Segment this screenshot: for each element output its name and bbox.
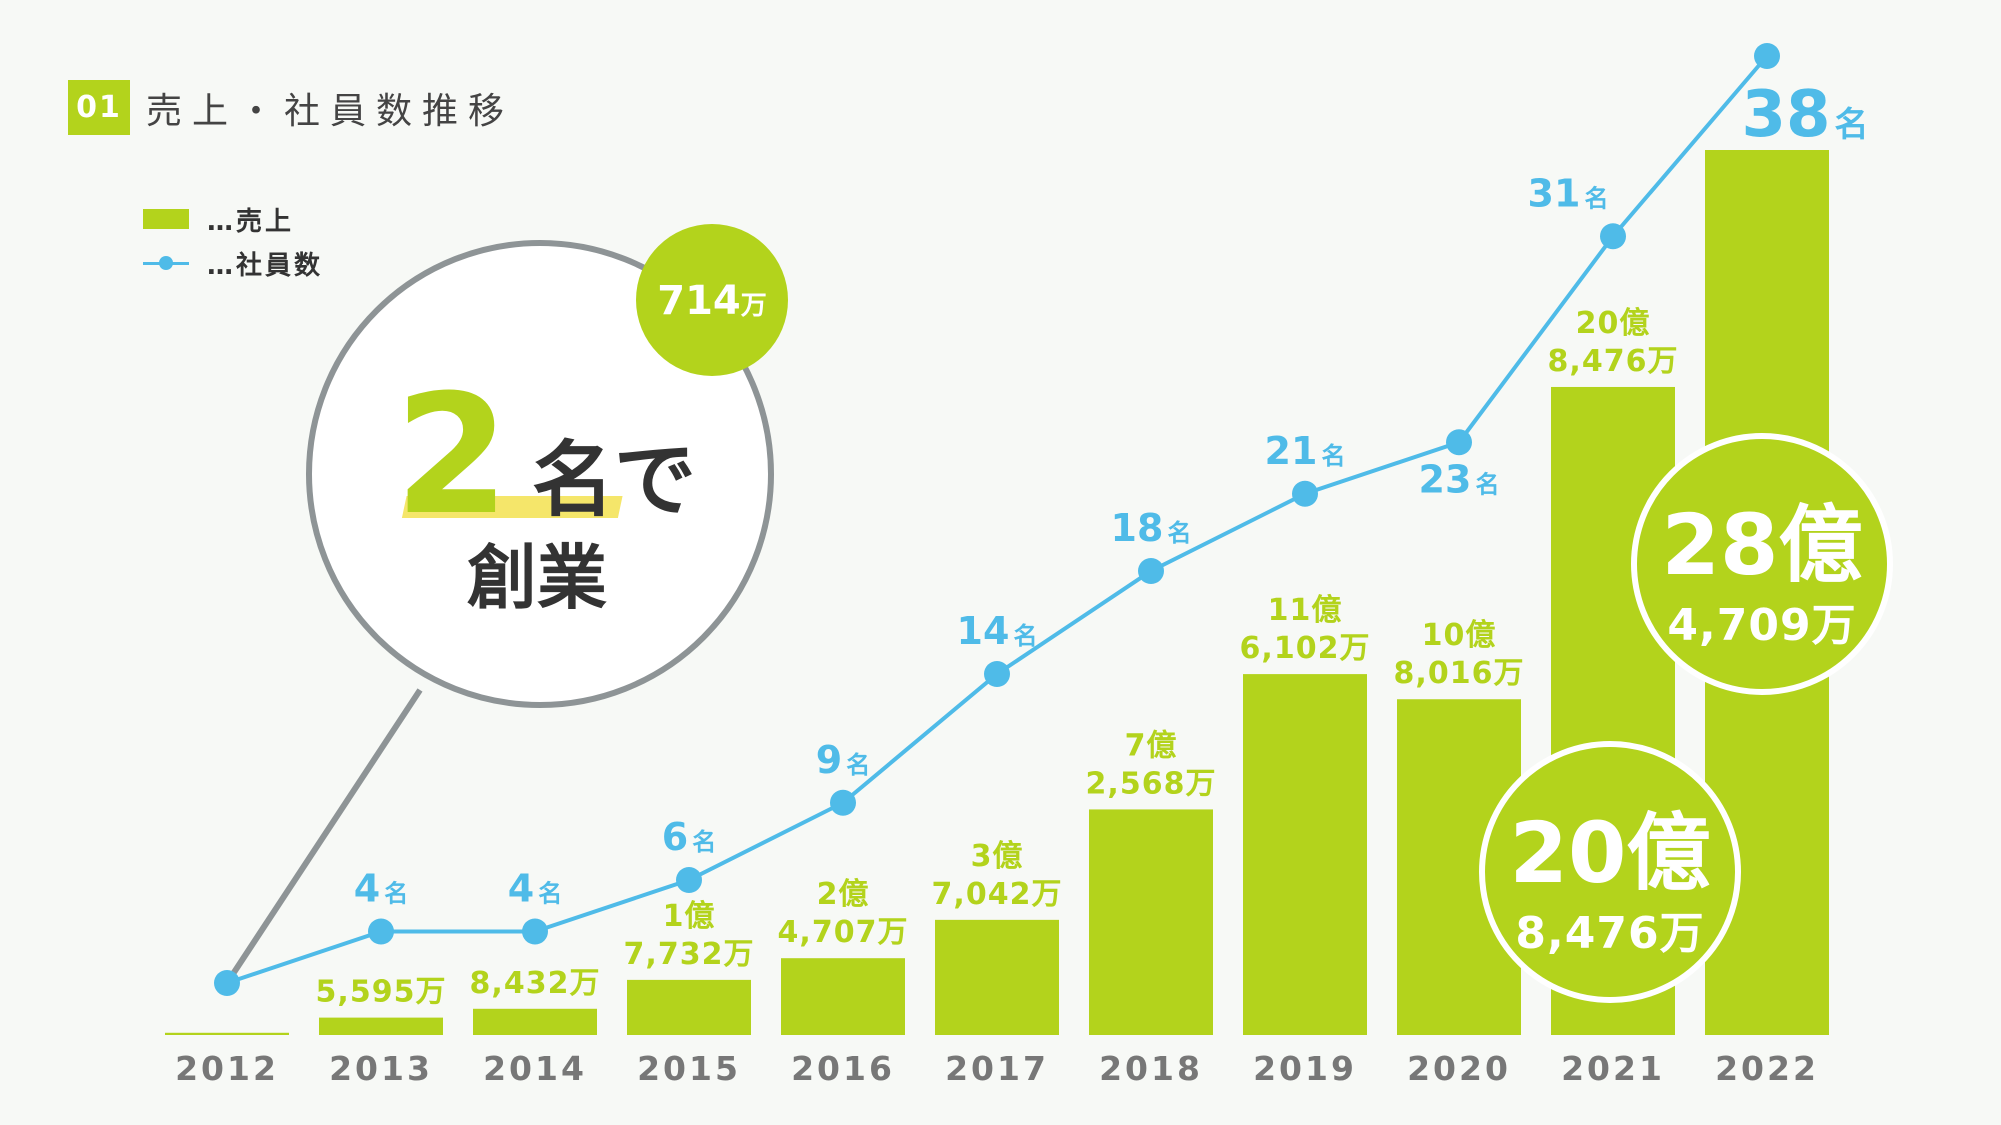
employee-point-2012: [214, 970, 240, 996]
callout-count-suffix: 名で: [532, 433, 696, 528]
sales-label-2015-0: 1億: [663, 899, 716, 934]
employee-label-2022: 38 名: [1741, 78, 1868, 152]
badge-value: 714: [657, 278, 741, 324]
callout-circle: [306, 240, 774, 708]
employee-point-2022: [1754, 43, 1780, 69]
highlight-big-2022: 28億: [1662, 496, 1863, 594]
year-label-2022: 2022: [1715, 1049, 1819, 1088]
employee-point-2020: [1446, 429, 1472, 456]
employee-labels: 4 名 4 名 6 名 9 名 14 名 18 名 21 名 23 名 31 名 38 名: [354, 78, 1869, 911]
sales-bar-2015: [627, 979, 751, 1035]
sales-label-2015-1: 7,732万: [624, 937, 755, 972]
highlight-big-2021: 20億: [1510, 804, 1711, 902]
legend-sales: …売上: [143, 197, 323, 241]
highlight-small-2022: 4,709万: [1667, 600, 1856, 651]
callout-pointer: [224, 688, 423, 985]
year-label-2013: 2013: [329, 1049, 433, 1088]
sales-label-2018-0: 7億: [1125, 728, 1178, 763]
sales-bar-2016: [781, 958, 905, 1035]
sales-label-2018-1: 2,568万: [1086, 766, 1217, 801]
sales-label-2013-0: 5,595万: [316, 975, 447, 1010]
employee-label-2020: 23 名: [1419, 457, 1500, 501]
year-label-2015: 2015: [637, 1049, 741, 1088]
sales-label-2020-1: 8,016万: [1394, 656, 1525, 691]
year-label-2017: 2017: [945, 1049, 1049, 1088]
sales-label-2016-1: 4,707万: [778, 915, 909, 950]
year-axis-labels: 2012 2013 2014 2015 2016 2017 2018 2019 2020 2021…: [175, 1049, 1819, 1088]
sales-label-2021-1: 8,476万: [1548, 344, 1679, 379]
section-header: 01 売上・社員数推移: [68, 80, 514, 135]
legend-line-swatch: [143, 253, 189, 273]
highlight-small-2021: 8,476万: [1515, 908, 1704, 959]
callout-count: 2: [395, 359, 510, 551]
legend-employees-label: …社員数: [207, 250, 324, 281]
employee-line: [214, 43, 1780, 996]
sales-label-2017-1: 7,042万: [932, 877, 1063, 912]
highlight-circles: 20億 8,476万 28億 4,709万: [1479, 433, 1893, 1003]
badge-unit: 万: [741, 291, 767, 321]
employee-point-2019: [1292, 480, 1318, 507]
year-label-2021: 2021: [1561, 1049, 1665, 1088]
sales-bar-2014: [473, 1008, 597, 1035]
sales-label-2014-0: 8,432万: [470, 966, 601, 1001]
legend-bar-swatch: [143, 209, 189, 229]
year-label-2019: 2019: [1253, 1049, 1357, 1088]
employee-label-2017: 14 名: [957, 609, 1038, 653]
year-label-2014: 2014: [483, 1049, 587, 1088]
sales-bar-2018: [1089, 809, 1213, 1035]
callout-founded: 創業: [467, 537, 607, 619]
legend: …売上 …社員数: [143, 197, 323, 285]
employee-point-2014: [522, 918, 548, 945]
sales-label-2021-0: 20億: [1576, 306, 1651, 341]
sales-label-2019-1: 6,102万: [1240, 631, 1371, 666]
employee-point-2018: [1138, 558, 1164, 584]
highlight-circle-2021: [1479, 741, 1741, 1003]
employee-point-2013: [368, 918, 394, 945]
employee-point-2015: [676, 867, 702, 893]
sales-label-2016-0: 2億: [817, 877, 870, 912]
highlight-marker: [401, 496, 623, 518]
sales-label-2017-0: 3億: [971, 839, 1024, 874]
section-title: 売上・社員数推移: [146, 90, 515, 132]
legend-employees: …社員数: [143, 241, 323, 285]
sales-value-labels: 5,595万 8,432万 1億7,732万 2億4,707万 3億7,042万 7億2,…: [316, 306, 1679, 1010]
sales-label-2020-0: 10億: [1422, 618, 1497, 653]
year-label-2012: 2012: [175, 1049, 279, 1088]
sales-label-2019-0: 11億: [1268, 593, 1343, 628]
employee-point-2021: [1600, 223, 1626, 250]
year-label-2018: 2018: [1099, 1049, 1203, 1088]
year-label-2016: 2016: [791, 1049, 895, 1088]
legend-sales-label: …売上: [207, 206, 295, 237]
sales-bar-2017: [935, 919, 1059, 1035]
founding-callout: 2 名で 創業 714万: [224, 224, 788, 985]
year-label-2020: 2020: [1407, 1049, 1511, 1088]
sales-bar-2013: [319, 1017, 443, 1035]
first-year-sales-badge: [636, 224, 788, 376]
first-year-sales-badge-label: 714万: [657, 278, 767, 324]
highlight-circle-2022: [1631, 433, 1893, 695]
employee-label-2019: 21 名: [1265, 429, 1346, 473]
employee-label-2021: 31 名: [1528, 171, 1609, 215]
employee-point-2017: [984, 661, 1010, 687]
employee-label-2018: 18 名: [1111, 506, 1192, 550]
sales-bar-2012: [165, 1032, 289, 1035]
section-number: 01: [68, 80, 130, 135]
sales-bar-2019: [1243, 674, 1367, 1035]
employee-point-2016: [830, 789, 856, 816]
